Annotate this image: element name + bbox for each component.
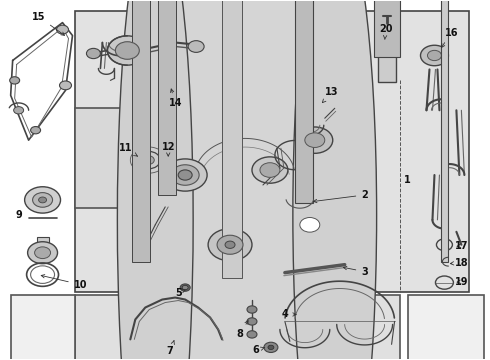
Text: 8: 8 xyxy=(237,321,248,339)
Circle shape xyxy=(30,126,41,134)
Circle shape xyxy=(27,242,57,264)
Text: 20: 20 xyxy=(379,24,392,39)
Circle shape xyxy=(427,50,441,60)
Text: 17: 17 xyxy=(455,241,468,251)
Text: 13: 13 xyxy=(322,87,339,103)
Circle shape xyxy=(264,342,278,352)
Circle shape xyxy=(24,187,61,213)
Circle shape xyxy=(208,229,252,261)
Circle shape xyxy=(182,285,188,290)
Text: 4: 4 xyxy=(282,310,296,319)
Text: 14: 14 xyxy=(169,89,182,108)
Text: 1: 1 xyxy=(404,175,410,185)
Bar xyxy=(295,0,313,203)
Text: 7: 7 xyxy=(167,341,174,356)
Circle shape xyxy=(35,247,50,258)
Text: 11: 11 xyxy=(119,143,137,156)
Text: 16: 16 xyxy=(441,28,458,48)
Circle shape xyxy=(225,241,235,248)
Circle shape xyxy=(163,159,207,191)
Circle shape xyxy=(268,345,274,350)
Circle shape xyxy=(420,45,448,66)
Bar xyxy=(75,108,205,208)
Text: 12: 12 xyxy=(162,142,175,156)
Circle shape xyxy=(180,284,190,291)
Circle shape xyxy=(247,331,257,338)
Circle shape xyxy=(56,25,69,34)
Ellipse shape xyxy=(118,0,193,360)
Bar xyxy=(11,294,75,360)
Circle shape xyxy=(188,41,204,52)
Bar xyxy=(374,0,399,58)
Circle shape xyxy=(297,127,333,153)
Text: 18: 18 xyxy=(450,258,468,268)
Circle shape xyxy=(260,163,280,177)
Circle shape xyxy=(14,107,24,114)
Circle shape xyxy=(247,318,257,325)
Ellipse shape xyxy=(293,0,377,360)
Circle shape xyxy=(142,156,154,165)
Circle shape xyxy=(33,193,52,207)
Circle shape xyxy=(305,133,325,148)
Bar xyxy=(408,294,484,360)
Circle shape xyxy=(115,42,139,59)
Bar xyxy=(222,0,242,278)
Circle shape xyxy=(107,36,147,65)
Circle shape xyxy=(59,81,72,90)
Circle shape xyxy=(10,77,20,84)
Circle shape xyxy=(136,151,160,169)
Circle shape xyxy=(300,217,320,232)
Bar xyxy=(132,0,150,262)
Text: 2: 2 xyxy=(314,190,368,203)
Bar xyxy=(158,0,176,195)
Bar xyxy=(75,11,469,292)
Circle shape xyxy=(39,197,47,203)
Bar xyxy=(37,237,49,256)
Text: 3: 3 xyxy=(343,266,368,276)
Bar xyxy=(441,0,448,262)
Text: 19: 19 xyxy=(455,276,468,287)
Bar xyxy=(75,294,399,360)
Circle shape xyxy=(252,157,288,183)
Circle shape xyxy=(247,306,257,313)
Ellipse shape xyxy=(135,0,355,360)
Bar xyxy=(378,53,395,82)
Text: 9: 9 xyxy=(16,210,23,220)
Text: 6: 6 xyxy=(252,345,265,355)
Text: 10: 10 xyxy=(41,275,87,289)
Circle shape xyxy=(217,235,243,254)
Text: 15: 15 xyxy=(32,12,65,35)
Circle shape xyxy=(171,165,199,185)
Text: 5: 5 xyxy=(175,288,185,298)
Circle shape xyxy=(86,48,100,59)
Circle shape xyxy=(178,170,192,180)
